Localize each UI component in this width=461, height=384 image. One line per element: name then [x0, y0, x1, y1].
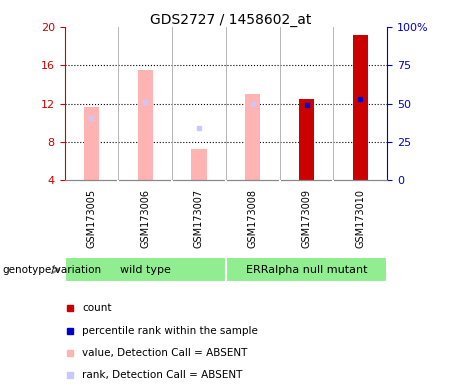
Text: rank, Detection Call = ABSENT: rank, Detection Call = ABSENT — [82, 370, 242, 380]
Text: GSM173008: GSM173008 — [248, 189, 258, 248]
Text: percentile rank within the sample: percentile rank within the sample — [82, 326, 258, 336]
Text: wild type: wild type — [120, 265, 171, 275]
Text: GSM173010: GSM173010 — [355, 189, 366, 248]
Bar — [65, 257, 226, 282]
Bar — [138, 70, 153, 180]
Text: genotype/variation: genotype/variation — [2, 265, 101, 275]
Text: GSM173009: GSM173009 — [301, 189, 312, 248]
Text: GDS2727 / 1458602_at: GDS2727 / 1458602_at — [150, 13, 311, 27]
Bar — [353, 35, 368, 180]
Bar — [299, 99, 314, 180]
Text: GSM173007: GSM173007 — [194, 189, 204, 248]
Bar — [245, 94, 260, 180]
Text: ERRalpha null mutant: ERRalpha null mutant — [246, 265, 367, 275]
Bar — [191, 149, 207, 180]
Text: GSM173006: GSM173006 — [140, 189, 150, 248]
Bar — [84, 107, 99, 180]
Text: count: count — [82, 303, 112, 313]
Text: GSM173005: GSM173005 — [86, 189, 96, 248]
Bar — [226, 257, 387, 282]
Text: value, Detection Call = ABSENT: value, Detection Call = ABSENT — [82, 348, 248, 358]
